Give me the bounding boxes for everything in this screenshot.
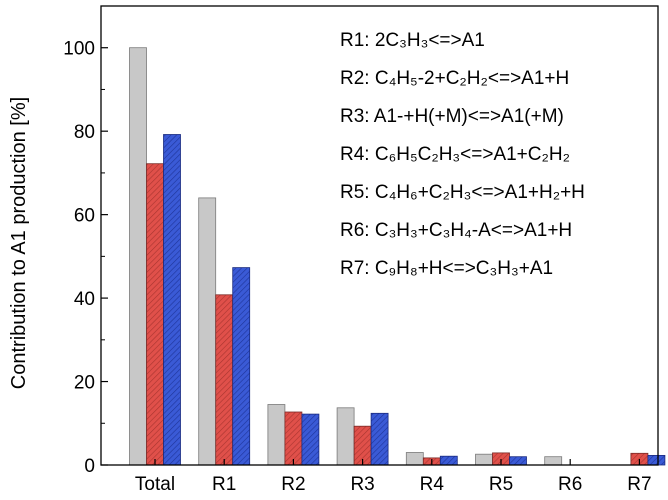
bar-series1-total [129, 47, 147, 466]
bar-series1-r6 [544, 456, 563, 466]
y-tick-label: 40 [74, 289, 95, 310]
x-tick-label-r2: R2 [281, 474, 305, 495]
bar-series3-r2 [301, 413, 320, 466]
bar-series2-r2 [284, 411, 303, 466]
plot-frame [100, 5, 659, 466]
x-tick-label-r5: R5 [489, 474, 513, 495]
legend-r7: R7: C₉H₈+H<=>C₃H₃+A1 [340, 258, 553, 279]
y-tick-label: 100 [63, 39, 95, 60]
bar-series1-r4 [405, 452, 424, 466]
bar-series1-r3 [336, 407, 355, 466]
legend-r2: R2: C₄H₅-2+C₂H₂<=>A1+H [340, 68, 569, 89]
bar-series3-r3 [370, 412, 389, 466]
legend-r4: R4: C₆H₅C₂H₃<=>A1+C₂H₂ [340, 144, 570, 165]
x-tick-label-total: Total [135, 474, 175, 495]
x-tick-label-r1: R1 [212, 474, 236, 495]
x-tick-label-r3: R3 [350, 474, 374, 495]
bar-series3-r4 [439, 455, 458, 466]
y-axis-title: Contribution to A1 production [%] [8, 97, 30, 389]
x-tick-label-r4: R4 [420, 474, 445, 495]
x-axis-ticks: Total R1 R2 R3 R4 R5 R6 R7 [135, 459, 652, 495]
x-tick-label-r6: R6 [558, 474, 582, 495]
bar-series3-r1 [232, 267, 251, 466]
bar-series3-total [163, 134, 181, 466]
bar-series1-r1 [198, 197, 217, 466]
bar-series2-r1 [215, 294, 234, 466]
y-tick-label: 0 [84, 456, 95, 477]
y-tick-label: 20 [74, 373, 95, 394]
bar-series3-r5 [509, 456, 527, 466]
y-axis-ticks: 0 20 40 60 80 100 [63, 39, 108, 477]
legend-r1: R1: 2C₃H₃<=>A1 [340, 30, 485, 51]
x-tick-label-r7: R7 [627, 474, 651, 495]
y-tick-label: 80 [74, 122, 95, 143]
legend: R1: 2C₃H₃<=>A1 R2: C₄H₅-2+C₂H₂<=>A1+H R3… [340, 30, 585, 279]
bars-layer [129, 47, 666, 466]
bar-series1-r2 [267, 404, 286, 466]
bar-series2-total [146, 163, 164, 466]
legend-r5: R5: C₄H₆+C₂H₃<=>A1+H₂+H [340, 182, 585, 203]
legend-r6: R6: C₃H₃+C₃H₄-A<=>A1+H [340, 220, 572, 241]
bar-series3-r7 [647, 454, 666, 466]
bar-series1-r5 [475, 453, 493, 466]
legend-r3: R3: A1-+H(+M)<=>A1(+M) [340, 106, 564, 127]
y-tick-label: 60 [74, 206, 95, 227]
